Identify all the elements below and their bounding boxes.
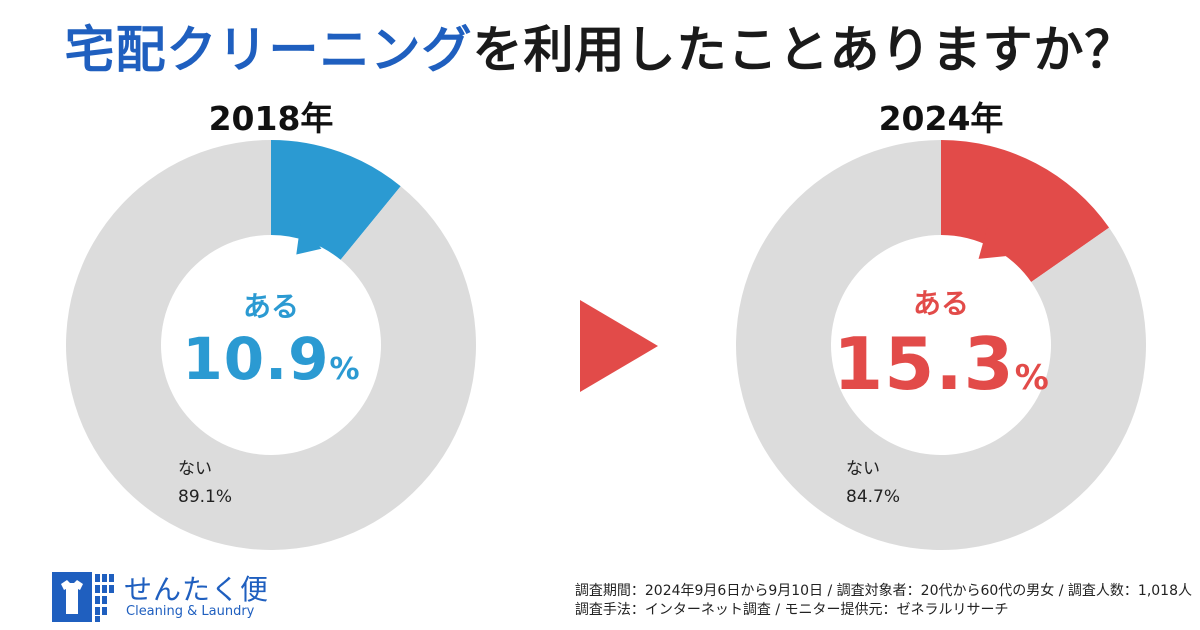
slice-nai xyxy=(66,140,476,550)
donut-chart-2018 xyxy=(66,140,476,550)
title-rest: を利用したことありますか？ xyxy=(472,21,1136,79)
slice-aru xyxy=(941,140,1110,283)
nai-value: 89.1% xyxy=(178,487,233,507)
title-highlight: 宅配クリーニング xyxy=(64,21,473,79)
pointer-icon xyxy=(978,227,1006,259)
nai-label-2018: ない 89.1% xyxy=(178,455,232,511)
slice-nai xyxy=(736,140,1146,550)
nai-label-2024: ない 84.7% xyxy=(846,455,900,511)
aru-unit: % xyxy=(329,352,360,387)
chart-title-2024: 2024年 xyxy=(878,99,1004,138)
center-label-2024: ある 15.3% xyxy=(821,282,1061,406)
logo-name: せんたく便 xyxy=(124,573,270,606)
donut-chart-2024 xyxy=(736,140,1146,550)
chart-title-2018: 2018年 xyxy=(208,99,334,138)
page-title: 宅配クリーニングを利用したことありますか？ xyxy=(0,10,1200,82)
shirt-icon xyxy=(52,572,114,622)
logo-tagline: Cleaning & Laundry xyxy=(126,604,255,619)
brand-logo: せんたく便 Cleaning & Laundry xyxy=(52,568,312,624)
survey-line-2: 調査手法：インターネット調査 / モニター提供元：ゼネラルリサーチ xyxy=(574,602,1009,618)
survey-info: 調査期間：2024年9月6日から9月10日 / 調査対象者：20代から60代の男… xyxy=(575,582,1192,620)
aru-unit: % xyxy=(1014,358,1049,398)
nai-label: ない xyxy=(178,459,212,479)
pointer-icon xyxy=(296,222,322,255)
aru-label: ある xyxy=(912,287,969,320)
center-label-2018: ある 10.9% xyxy=(151,285,391,393)
survey-line-1: 調査期間：2024年9月6日から9月10日 / 調査対象者：20代から60代の男… xyxy=(574,583,1192,599)
aru-value: 15.3 xyxy=(833,322,1015,406)
nai-label: ない xyxy=(846,459,880,479)
aru-label: ある xyxy=(242,290,299,323)
comparison-arrow-icon xyxy=(580,300,658,392)
nai-value: 84.7% xyxy=(846,487,901,507)
aru-value: 10.9 xyxy=(182,325,330,393)
